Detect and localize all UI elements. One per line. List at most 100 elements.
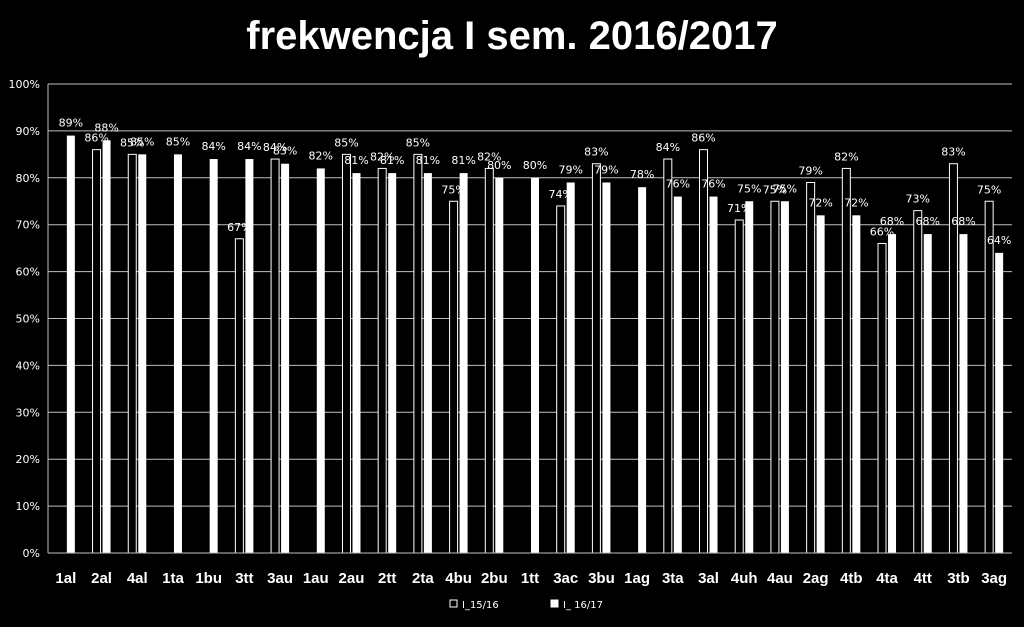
x-tick-label: 2ag bbox=[803, 570, 829, 587]
data-label-i-16-17: 72% bbox=[844, 196, 868, 209]
data-label-i-15-16: 83% bbox=[584, 146, 608, 159]
y-tick-label: 50% bbox=[16, 313, 40, 326]
bar-i-16-17 bbox=[816, 215, 825, 553]
x-tick-label: 3bu bbox=[588, 570, 615, 587]
bar-i-16-17 bbox=[459, 173, 468, 554]
x-tick-label: 3al bbox=[698, 570, 719, 587]
data-label-i-15-16: 86% bbox=[691, 132, 715, 145]
gridlines bbox=[48, 83, 1012, 554]
y-tick-label: 90% bbox=[16, 125, 40, 138]
bar-i-16-17 bbox=[995, 252, 1004, 553]
bar-i-16-17 bbox=[923, 234, 932, 553]
data-label-i-15-16: 82% bbox=[477, 150, 501, 163]
y-tick-label: 40% bbox=[16, 359, 40, 372]
bar-i-15-16 bbox=[913, 210, 923, 554]
data-label-i-15-16: 84% bbox=[656, 141, 680, 154]
legend-label: I_15/16 bbox=[462, 600, 499, 611]
chart-title: frekwencja I sem. 2016/2017 bbox=[246, 14, 778, 58]
data-label-i-16-17: 84% bbox=[237, 140, 261, 153]
data-label-i-16-17: 78% bbox=[630, 168, 654, 181]
bar-i-16-17 bbox=[673, 196, 682, 553]
bar-i-15-16 bbox=[556, 205, 566, 554]
x-tick-label: 3ta bbox=[662, 570, 684, 587]
legend-label: I_ 16/17 bbox=[563, 600, 603, 611]
y-tick-label: 80% bbox=[16, 172, 40, 185]
data-label-i-15-16: 67% bbox=[227, 221, 251, 234]
x-axis: 1al 2al 4al 1ta 1bu 3tt 3au 1au 2au 2tt 2ta 4bu 2bu 1… bbox=[48, 552, 1012, 587]
bar-i-16-17 bbox=[638, 187, 647, 553]
data-label-i-15-16: 85% bbox=[406, 136, 430, 149]
data-label-i-15-16: 86% bbox=[84, 132, 108, 145]
x-tick-label: 3ag bbox=[981, 570, 1007, 587]
data-label-i-16-17: 79% bbox=[594, 163, 618, 176]
bar-i-15-16 bbox=[699, 149, 709, 554]
x-tick-label: 2bu bbox=[481, 570, 508, 587]
y-tick-label: 10% bbox=[16, 500, 40, 513]
data-label-i-16-17: 64% bbox=[987, 234, 1011, 247]
bar-i-16-17 bbox=[852, 215, 861, 553]
bar-i-15-16 bbox=[484, 167, 494, 554]
y-tick-label: 20% bbox=[16, 453, 40, 466]
x-tick-label: 4uh bbox=[731, 570, 758, 587]
data-label-i-16-17: 79% bbox=[558, 163, 582, 176]
x-tick-label: 4al bbox=[127, 570, 148, 587]
bar-i-15-16 bbox=[377, 167, 387, 554]
bar-i-16-17 bbox=[745, 201, 754, 553]
x-tick-label: 2al bbox=[91, 570, 112, 587]
x-tick-label: 1ag bbox=[624, 570, 650, 587]
data-label-i-16-17: 85% bbox=[166, 135, 190, 148]
bar-i-16-17 bbox=[388, 173, 397, 554]
bar-i-16-17 bbox=[173, 154, 182, 553]
data-label-i-16-17: 84% bbox=[201, 140, 225, 153]
data-label-i-16-17: 68% bbox=[880, 215, 904, 228]
data-label-i-16-17: 75% bbox=[737, 182, 761, 195]
x-tick-label: 2tt bbox=[378, 570, 396, 587]
x-tick-label: 1bu bbox=[195, 570, 222, 587]
data-label-i-15-16: 85% bbox=[120, 136, 144, 149]
bar-i-15-16 bbox=[92, 149, 102, 554]
bar-i-15-16 bbox=[234, 238, 244, 554]
y-tick-label: 0% bbox=[23, 547, 40, 560]
x-tick-label: 4tb bbox=[840, 570, 863, 587]
data-label-i-16-17: 83% bbox=[273, 145, 297, 158]
data-label-i-15-16: 82% bbox=[370, 150, 394, 163]
x-tick-label: 1al bbox=[55, 570, 76, 587]
bar-i-16-17 bbox=[209, 159, 218, 554]
x-tick-label: 3ac bbox=[553, 570, 578, 587]
x-tick-label: 2au bbox=[339, 570, 365, 587]
legend-swatch bbox=[449, 599, 458, 608]
data-label-i-15-16: 83% bbox=[941, 146, 965, 159]
bar-i-15-16 bbox=[984, 200, 994, 554]
bar-i-15-16 bbox=[877, 242, 887, 554]
x-tick-label: 1ta bbox=[162, 570, 184, 587]
data-label-i-16-17: 68% bbox=[951, 215, 975, 228]
data-label-i-16-17: 75% bbox=[773, 182, 797, 195]
bar-i-15-16 bbox=[449, 200, 459, 554]
bar-i-16-17 bbox=[531, 177, 539, 554]
bar-i-16-17 bbox=[888, 234, 897, 553]
data-label-i-15-16: 85% bbox=[334, 136, 358, 149]
bar-i-16-17 bbox=[138, 154, 147, 553]
bar-i-16-17 bbox=[352, 173, 361, 554]
bar-i-16-17 bbox=[66, 135, 75, 553]
x-tick-label: 4bu bbox=[445, 570, 472, 587]
bar-i-16-17 bbox=[245, 159, 254, 554]
y-axis: 0% 10% 20% 30% 40% 50% 60% 70% 80% 90% 100% bbox=[9, 78, 49, 560]
data-label-i-15-16: 75% bbox=[441, 183, 465, 196]
data-label-i-16-17: 85% bbox=[130, 135, 154, 148]
x-tick-label: 2ta bbox=[412, 570, 434, 587]
y-tick-label: 60% bbox=[16, 266, 40, 279]
data-label-i-16-17: 81% bbox=[416, 154, 440, 167]
data-label-i-15-16: 75% bbox=[977, 183, 1001, 196]
data-label-i-16-17: 80% bbox=[523, 159, 547, 172]
x-tick-label: 1tt bbox=[521, 570, 539, 587]
bar-i-16-17 bbox=[495, 177, 504, 554]
bar-i-16-17 bbox=[602, 182, 611, 554]
bar-i-15-16 bbox=[127, 153, 137, 554]
bar-i-16-17 bbox=[281, 163, 290, 554]
data-label-i-16-17: 81% bbox=[344, 154, 368, 167]
bar-i-16-17 bbox=[709, 196, 718, 553]
data-label-i-16-17: 89% bbox=[59, 117, 83, 130]
bar-i-15-16 bbox=[841, 167, 851, 554]
